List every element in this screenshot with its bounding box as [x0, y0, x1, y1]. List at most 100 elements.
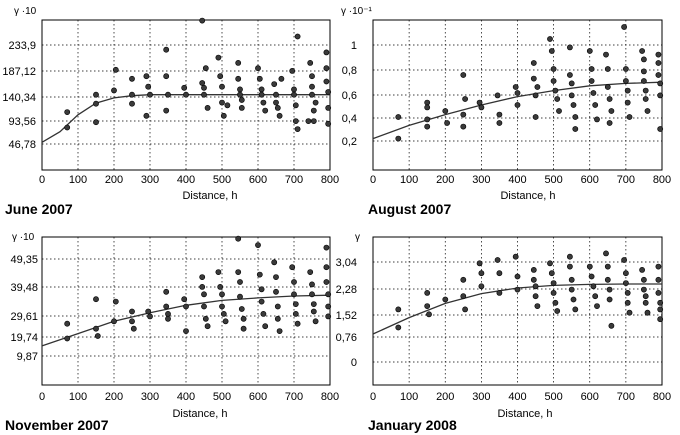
data-point	[572, 114, 579, 120]
x-tick-label: 400	[508, 391, 526, 403]
data-point	[496, 120, 503, 126]
data-point	[478, 104, 485, 111]
variogram-model-curve	[41, 94, 330, 143]
data-point	[624, 87, 631, 94]
data-point	[129, 308, 135, 315]
data-point	[310, 308, 317, 315]
data-point	[608, 322, 615, 329]
data-point	[129, 318, 135, 325]
variogram-model-curve	[372, 81, 663, 140]
data-point	[460, 123, 467, 130]
data-point	[642, 299, 649, 306]
data-point	[325, 89, 332, 95]
data-point	[424, 104, 431, 111]
data-point	[258, 91, 265, 98]
data-point	[604, 66, 611, 72]
y-tick-label: 39,48	[10, 282, 38, 294]
data-point	[292, 118, 299, 124]
data-point	[478, 270, 485, 277]
data-point	[202, 315, 209, 322]
data-point	[624, 289, 631, 296]
data-point	[532, 293, 539, 300]
data-point	[325, 105, 332, 111]
data-point	[570, 296, 577, 303]
data-point	[224, 102, 231, 109]
data-point	[147, 313, 153, 320]
data-point	[93, 296, 99, 303]
data-point	[567, 44, 573, 51]
data-point	[655, 60, 662, 66]
data-point	[165, 315, 171, 322]
y-tick-label: 19,74	[10, 332, 38, 344]
data-point	[586, 263, 593, 270]
data-point	[641, 78, 647, 84]
data-point	[276, 112, 283, 119]
data-point	[93, 325, 99, 332]
panel-caption: January 2008	[368, 417, 457, 433]
chart-panel: 9,87 19,74 29,61 39,48 49,35 0 100 200 300 400 500…	[5, 232, 339, 433]
data-point	[590, 90, 597, 96]
data-point	[395, 135, 402, 142]
y-tick-label: 140,34	[2, 92, 36, 104]
data-point	[274, 315, 281, 322]
chart-panel: 0 0,76 1,52 2,28 3,04 0 100 200 300 400 500 600 700 8…	[336, 232, 672, 433]
data-point	[145, 308, 152, 315]
data-point	[567, 253, 573, 260]
data-point	[532, 114, 539, 120]
data-point	[271, 81, 278, 87]
data-point	[94, 333, 101, 339]
data-point	[273, 99, 279, 106]
data-point	[603, 51, 609, 58]
data-point	[639, 48, 645, 54]
y-tick-label: 9,87	[17, 351, 38, 363]
data-point	[644, 309, 651, 316]
data-point	[395, 306, 402, 313]
x-axis-label: Distance, h	[500, 190, 555, 202]
panel-caption: August 2007	[368, 201, 451, 217]
data-point	[323, 49, 330, 56]
chart-panel: 0,2 0,4 0,6 0,8 1 0 100 200 300 400 500 600 700 800 γ …	[341, 6, 671, 217]
data-point	[276, 328, 283, 334]
x-tick-label: 200	[436, 391, 454, 403]
x-tick-label: 200	[436, 174, 454, 186]
data-point	[262, 323, 269, 330]
data-point	[608, 108, 615, 114]
data-point	[530, 75, 537, 82]
x-tick-label: 100	[400, 391, 418, 403]
data-point	[165, 91, 171, 98]
data-point	[588, 66, 595, 72]
data-point	[217, 283, 224, 290]
data-point	[255, 65, 261, 72]
data-point	[644, 108, 651, 114]
x-axis-label: Distance, h	[497, 408, 552, 420]
x-tick-label: 400	[177, 174, 195, 186]
data-point	[291, 279, 297, 285]
data-point	[289, 68, 296, 74]
data-point	[143, 73, 150, 80]
data-point	[294, 320, 301, 327]
data-point	[424, 99, 431, 106]
data-point	[112, 298, 119, 305]
x-tick-label: 500	[544, 174, 562, 186]
y-tick-label: 0,4	[342, 113, 357, 125]
data-point	[273, 274, 279, 280]
data-point	[594, 116, 600, 123]
data-point	[570, 102, 577, 108]
data-point	[642, 96, 649, 102]
data-point	[478, 283, 485, 290]
data-point	[624, 299, 631, 306]
data-point	[554, 308, 561, 314]
y-tick-label: 93,56	[8, 116, 36, 128]
data-point	[93, 91, 99, 98]
panel-caption: November 2007	[5, 417, 109, 433]
data-point	[621, 257, 627, 263]
data-point	[424, 123, 431, 130]
data-point	[444, 120, 450, 126]
x-tick-label: 500	[544, 391, 562, 403]
data-point	[442, 108, 449, 114]
data-point	[235, 269, 242, 275]
data-point	[235, 235, 242, 242]
data-point	[256, 271, 263, 278]
data-point	[657, 299, 664, 306]
data-point	[323, 279, 330, 285]
